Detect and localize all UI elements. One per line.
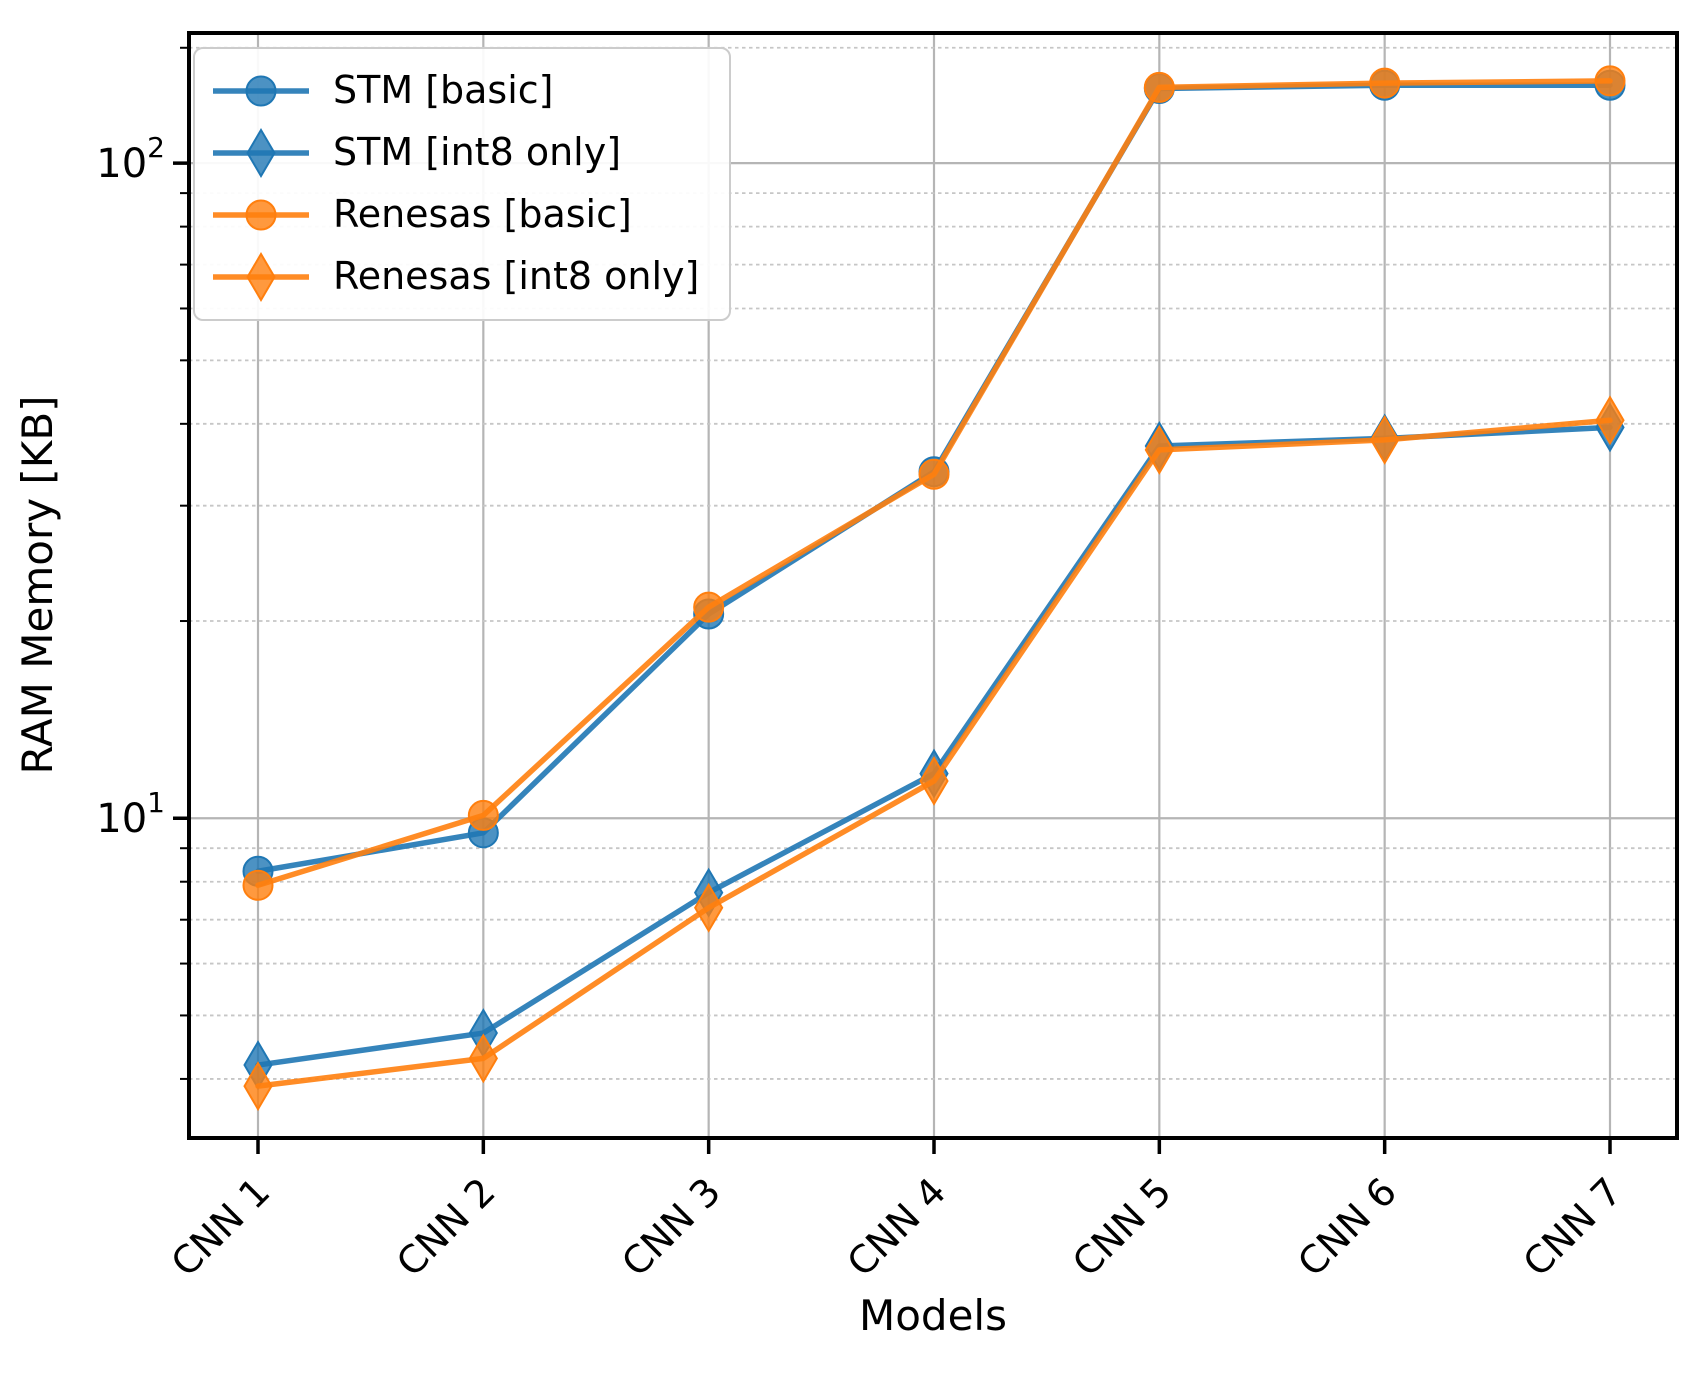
series-renesas-int8-only-diamond-marker xyxy=(919,755,949,806)
x-tick-label: CNN 7 xyxy=(1515,1169,1631,1285)
series-renesas-int8-only-diamond-marker xyxy=(243,1061,273,1112)
series-renesas-basic-circle-marker xyxy=(693,591,725,623)
series-renesas-basic-circle-marker xyxy=(1369,67,1401,99)
legend-sample-diamond-marker xyxy=(246,252,276,302)
legend-item-label: Renesas [basic] xyxy=(333,192,632,237)
series-renesas-basic xyxy=(242,65,1626,901)
legend-item-label: Renesas [int8 only] xyxy=(333,254,700,299)
series-renesas-int8-only-diamond-marker xyxy=(468,1033,498,1084)
axes-layer xyxy=(173,31,1679,1154)
legend-item-label: STM [int8 only] xyxy=(333,130,622,175)
series-renesas-basic-circle-marker xyxy=(242,869,274,901)
series-renesas-basic-circle-marker xyxy=(1594,65,1626,97)
series-renesas-basic-circle-marker xyxy=(467,799,499,831)
series-renesas-basic-circle-marker xyxy=(918,458,950,490)
diamond-marker-icon xyxy=(213,252,309,302)
legend-sample-circle-marker xyxy=(245,75,277,107)
x-tick-label: CNN 6 xyxy=(1289,1169,1405,1285)
x-tick-label: CNN 1 xyxy=(163,1169,279,1285)
circle-marker-icon xyxy=(213,199,309,231)
legend-item-renesas-basic: Renesas [basic] xyxy=(211,189,699,241)
legend-sample-diamond-marker xyxy=(246,128,276,178)
x-axis-title: Models xyxy=(859,1291,1007,1340)
series-renesas-int8-only-diamond-marker xyxy=(1595,395,1625,446)
legend: STM [basic] STM [int8 only] Renesas [basic… xyxy=(193,47,732,321)
x-tick-label: CNN 2 xyxy=(388,1169,504,1285)
y-tick-label: 101 xyxy=(96,786,165,842)
series-layer xyxy=(242,65,1626,1112)
series-renesas-int8-only-diamond-marker xyxy=(694,882,724,933)
series-renesas-int8-only-diamond-marker xyxy=(1144,424,1174,475)
legend-item-stm-basic: STM [basic] xyxy=(211,65,699,117)
diamond-marker-icon xyxy=(213,128,309,178)
legend-item-label: STM [basic] xyxy=(333,68,554,113)
circle-marker-icon xyxy=(213,75,309,107)
x-tick-label: CNN 4 xyxy=(839,1169,955,1285)
series-renesas-int8-only xyxy=(243,395,1625,1112)
legend-item-stm-int8-only: STM [int8 only] xyxy=(211,127,699,179)
y-axis-title: RAM Memory [KB] xyxy=(13,395,62,774)
legend-item-renesas-int8-only: Renesas [int8 only] xyxy=(211,251,699,303)
legend-sample-circle-marker xyxy=(245,199,277,231)
grid-layer xyxy=(189,33,1677,1138)
series-renesas-int8-only-diamond-marker xyxy=(1370,414,1400,465)
series-renesas-basic-circle-marker xyxy=(1143,71,1175,103)
x-tick-label: CNN 3 xyxy=(613,1169,729,1285)
y-tick-label: 102 xyxy=(96,131,165,187)
x-tick-label: CNN 5 xyxy=(1064,1169,1180,1285)
